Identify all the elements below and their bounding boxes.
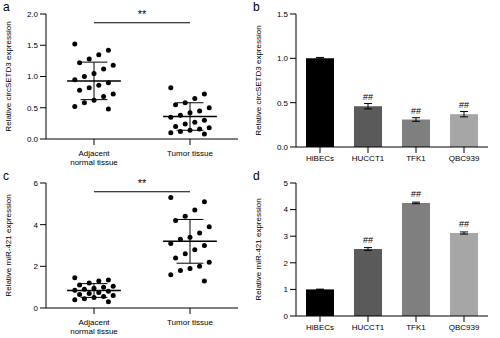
svg-text:##: ##: [411, 106, 421, 116]
svg-text:0.5: 0.5: [277, 99, 289, 108]
svg-text:##: ##: [363, 92, 373, 102]
svg-text:2.0: 2.0: [27, 10, 39, 19]
svg-text:0.0: 0.0: [27, 135, 39, 144]
svg-text:Relative miR-421 expression: Relative miR-421 expression: [8, 194, 13, 296]
svg-text:QBC939: QBC939: [449, 154, 480, 163]
svg-text:Adjacentnormal tissue: Adjacentnormal tissue: [70, 318, 118, 336]
svg-text:TFK1: TFK1: [406, 154, 426, 163]
svg-text:1.5: 1.5: [277, 10, 289, 19]
svg-text:Tumor tissue: Tumor tissue: [167, 149, 213, 158]
svg-text:HiBECs: HiBECs: [306, 154, 334, 163]
svg-text:0.0: 0.0: [277, 143, 289, 152]
svg-text:**: **: [138, 8, 147, 20]
svg-text:6: 6: [34, 179, 39, 188]
svg-text:QBC939: QBC939: [449, 323, 480, 332]
svg-text:TFK1: TFK1: [406, 323, 426, 332]
svg-text:Relative circSETD3 expression: Relative circSETD3 expression: [8, 21, 13, 131]
svg-text:1.5: 1.5: [27, 41, 39, 50]
svg-text:1.0: 1.0: [277, 54, 289, 63]
svg-text:0.5: 0.5: [27, 104, 39, 113]
svg-text:HUCCT1: HUCCT1: [352, 323, 385, 332]
svg-text:4: 4: [34, 221, 39, 230]
svg-text:2: 2: [34, 262, 39, 271]
svg-text:Tumor tissue: Tumor tissue: [167, 318, 213, 327]
svg-text:3: 3: [284, 232, 289, 241]
svg-text:5: 5: [284, 179, 289, 188]
svg-text:Relative miR-421 expression: Relative miR-421 expression: [254, 198, 263, 300]
svg-text:##: ##: [459, 219, 469, 229]
svg-text:2: 2: [284, 259, 289, 268]
html-text:c: c: [3, 169, 9, 183]
svg-text:4: 4: [284, 205, 289, 214]
svg-text:1: 1: [284, 285, 289, 294]
html-text:d: d: [253, 169, 260, 183]
svg-text:0: 0: [284, 312, 289, 321]
svg-text:HiBECs: HiBECs: [306, 323, 334, 332]
svg-text:##: ##: [363, 235, 373, 245]
svg-text:##: ##: [411, 189, 421, 199]
svg-text:Relative circSETD3 expression: Relative circSETD3 expression: [254, 25, 263, 135]
svg-text:**: **: [138, 177, 147, 189]
svg-text:1.0: 1.0: [27, 72, 39, 81]
svg-text:0: 0: [34, 304, 39, 313]
svg-text:Adjacentnormal tissue: Adjacentnormal tissue: [70, 149, 118, 167]
svg-text:HUCCT1: HUCCT1: [352, 154, 385, 163]
html-text:b: b: [253, 0, 260, 14]
html-text:a: a: [3, 0, 10, 14]
svg-text:##: ##: [459, 100, 469, 110]
